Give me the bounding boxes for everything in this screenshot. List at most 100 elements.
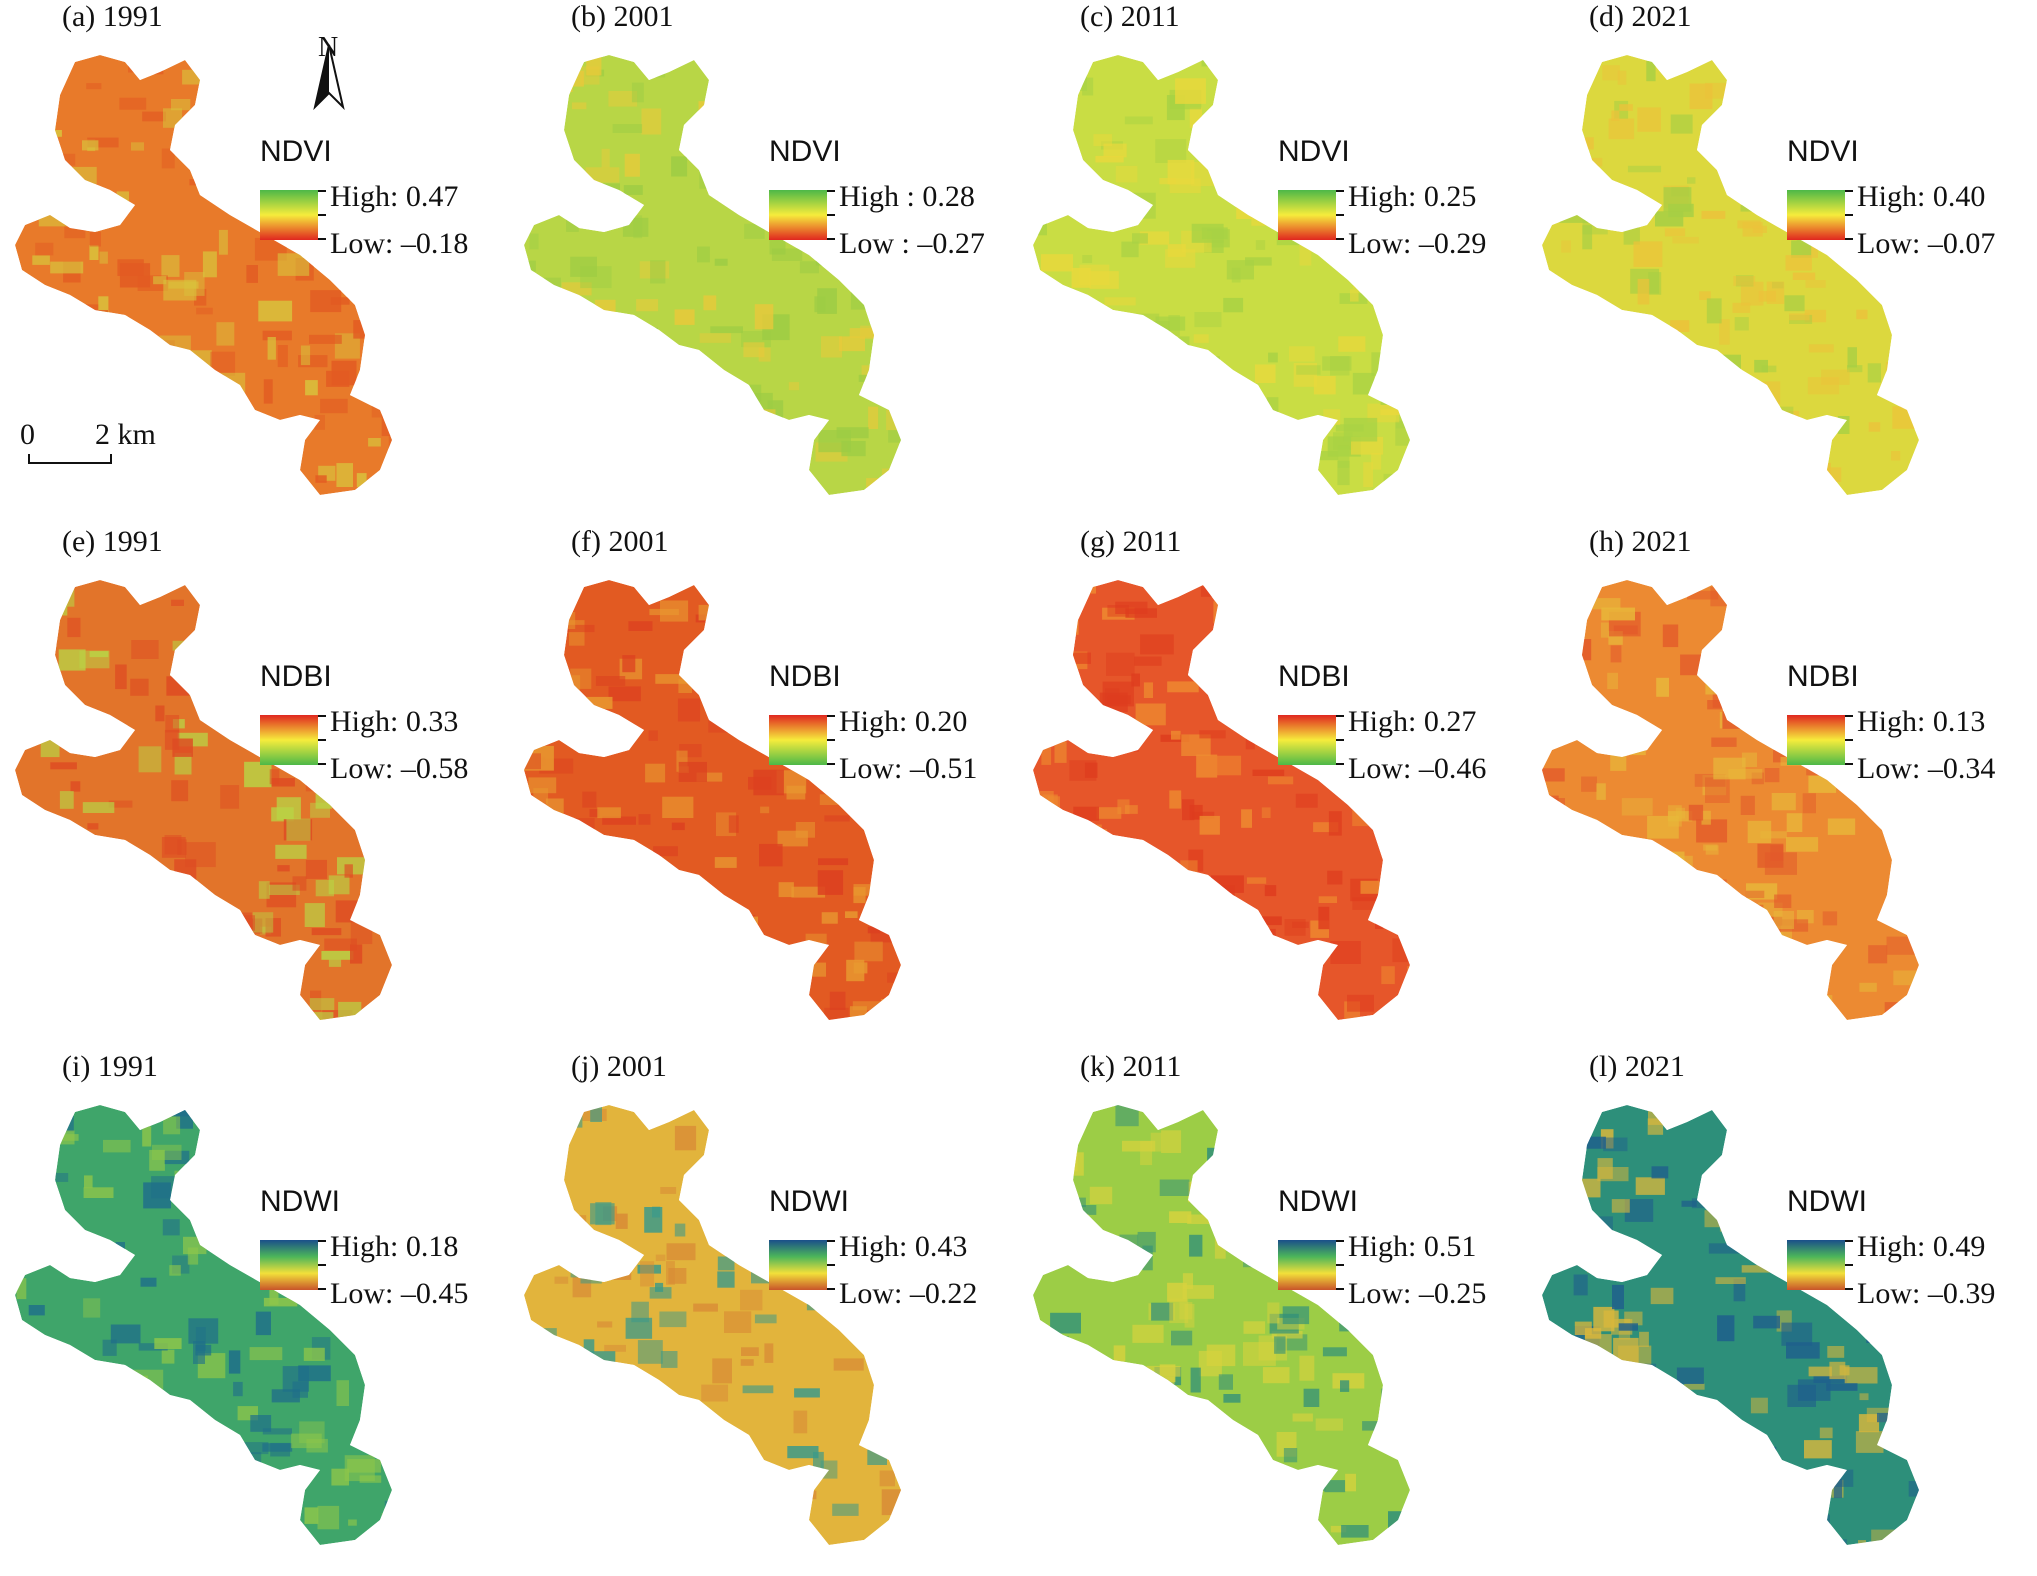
raster-patch <box>793 1410 808 1434</box>
raster-patch <box>1684 444 1696 455</box>
raster-patch <box>848 499 862 507</box>
raster-patch <box>1761 1108 1779 1132</box>
legend: NDVI High: 0.40 Low: –0.07 <box>1767 135 2027 285</box>
raster-patch <box>82 725 110 739</box>
raster-patch <box>1723 1168 1737 1177</box>
raster-patch <box>1607 1436 1631 1449</box>
raster-patch <box>105 393 122 407</box>
raster-patch <box>1655 880 1687 888</box>
raster-patch <box>1542 1224 1560 1246</box>
raster-patch <box>1261 1521 1275 1531</box>
raster-patch <box>115 1557 132 1573</box>
raster-patch <box>63 166 97 184</box>
raster-patch <box>788 990 801 999</box>
raster-patch <box>537 1001 558 1020</box>
raster-patch <box>277 253 310 276</box>
raster-patch <box>778 882 794 898</box>
raster-patch <box>592 502 606 511</box>
raster-patch <box>1899 78 1919 86</box>
legend-tick-high <box>1336 715 1344 717</box>
raster-patch <box>524 1195 538 1216</box>
raster-patch <box>1907 331 1919 352</box>
raster-patch <box>1089 271 1119 289</box>
raster-patch <box>1403 646 1410 653</box>
raster-patch <box>1258 418 1292 442</box>
raster-patch <box>799 952 810 971</box>
raster-patch <box>1713 757 1746 780</box>
raster-patch <box>905 631 928 654</box>
raster-patch <box>1603 1137 1628 1152</box>
raster-patch <box>1926 1135 1949 1157</box>
legend-title: NDWI <box>260 1185 340 1218</box>
raster-patch <box>187 1247 199 1265</box>
raster-patch <box>82 802 115 813</box>
raster-patch <box>1627 352 1650 363</box>
raster-patch <box>1593 1306 1615 1332</box>
raster-patch <box>739 915 756 932</box>
raster-patch <box>46 1115 74 1132</box>
raster-patch <box>1408 903 1410 927</box>
raster-patch <box>1734 928 1756 947</box>
raster-patch <box>267 951 288 963</box>
raster-patch <box>558 1512 591 1522</box>
raster-patch <box>140 1453 153 1471</box>
raster-patch <box>641 108 662 135</box>
raster-patch <box>1635 1177 1665 1195</box>
raster-patch <box>697 1532 728 1545</box>
raster-patch <box>315 879 334 897</box>
raster-patch <box>1318 1132 1336 1152</box>
raster-patch <box>1085 824 1102 835</box>
raster-patch <box>263 1497 284 1510</box>
raster-patch <box>116 191 129 205</box>
raster-patch <box>1246 877 1267 884</box>
raster-patch <box>315 475 327 483</box>
raster-patch <box>749 508 768 519</box>
raster-patch <box>303 1164 316 1179</box>
raster-patch <box>1621 734 1646 756</box>
raster-patch <box>1571 146 1587 163</box>
raster-patch <box>388 434 392 454</box>
raster-patch <box>1034 892 1050 910</box>
raster-patch <box>1752 1545 1767 1566</box>
raster-patch <box>246 429 260 437</box>
legend-color-ramp <box>260 190 318 240</box>
raster-patch <box>50 261 84 274</box>
raster-patch <box>1742 904 1764 912</box>
raster-patch <box>1572 902 1586 924</box>
raster-patch <box>1394 1105 1410 1125</box>
raster-patch <box>702 1559 722 1575</box>
raster-patch <box>384 1416 392 1432</box>
raster-patch <box>1248 402 1266 416</box>
raster-patch <box>1831 84 1843 94</box>
raster-patch <box>1213 885 1235 900</box>
raster-patch <box>666 1261 675 1285</box>
raster-patch <box>723 55 735 80</box>
raster-patch <box>1113 434 1140 458</box>
raster-patch <box>260 119 287 127</box>
raster-patch <box>1033 604 1066 622</box>
raster-patch <box>648 508 657 525</box>
raster-patch <box>1567 992 1589 1007</box>
raster-patch <box>182 69 215 85</box>
legend-title: NDVI <box>1787 135 1859 168</box>
raster-patch <box>1267 776 1294 785</box>
raster-patch <box>1647 815 1679 839</box>
raster-patch <box>142 111 166 122</box>
raster-patch <box>391 925 392 947</box>
raster-patch <box>1802 793 1816 814</box>
raster-patch <box>1241 809 1252 828</box>
raster-patch <box>1745 633 1756 649</box>
raster-patch <box>1637 107 1661 132</box>
raster-patch <box>1327 1105 1336 1126</box>
raster-patch <box>1082 255 1093 263</box>
raster-patch <box>1201 55 1214 67</box>
raster-patch <box>1857 609 1873 628</box>
raster-patch <box>196 307 213 315</box>
raster-patch <box>87 823 99 830</box>
raster-patch <box>115 939 141 963</box>
raster-patch <box>1225 121 1246 129</box>
raster-patch <box>854 941 883 962</box>
raster-patch <box>527 109 556 116</box>
raster-patch <box>1297 639 1308 660</box>
raster-patch <box>1221 961 1238 979</box>
